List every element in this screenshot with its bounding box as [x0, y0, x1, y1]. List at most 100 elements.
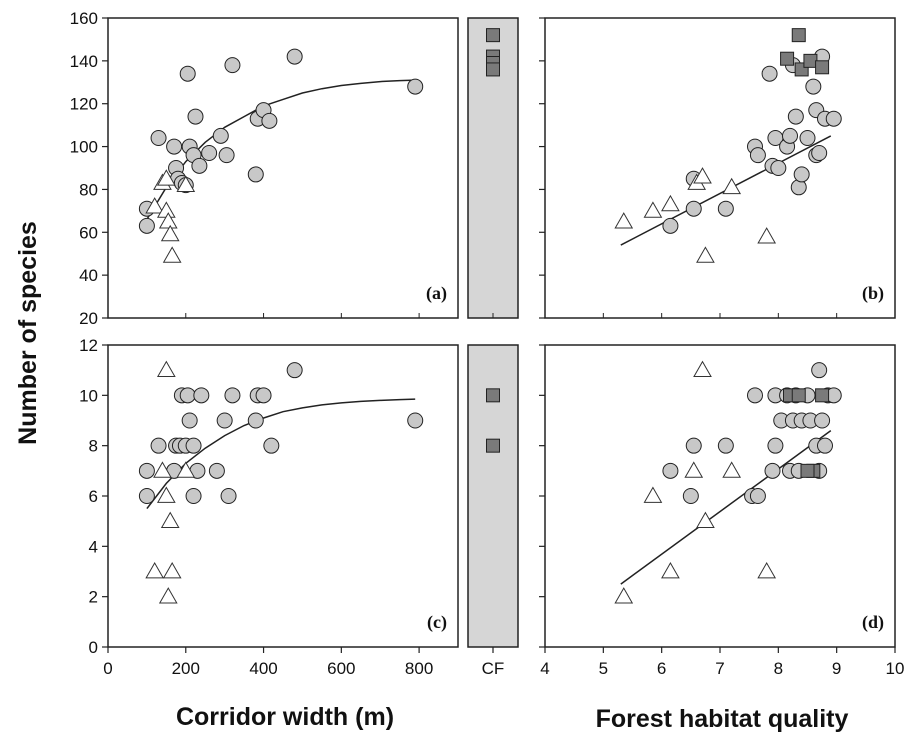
- data-point-circle: [286, 362, 303, 379]
- data-point-circle: [407, 78, 424, 95]
- x-tick-label-cf: CF: [482, 659, 505, 678]
- data-point-triangle: [156, 360, 176, 378]
- data-point-circle: [662, 462, 679, 479]
- data-point-square: [815, 60, 830, 75]
- data-point-circle: [662, 217, 679, 234]
- data-point-circle: [263, 437, 280, 454]
- data-point-circle: [793, 166, 810, 183]
- y-tick-label: 6: [89, 487, 98, 506]
- panel-label-d: (d): [862, 612, 884, 633]
- data-point-circle: [255, 387, 272, 404]
- y-tick-label: 12: [79, 336, 98, 355]
- data-point-circle: [805, 78, 822, 95]
- data-point-square: [486, 62, 500, 77]
- x-tick-label: 5: [599, 659, 608, 678]
- panel-label-a: (a): [426, 283, 447, 304]
- data-point-square: [815, 388, 830, 403]
- y-axis-label: Number of species: [14, 221, 42, 445]
- data-point-circle: [150, 437, 167, 454]
- panel-label-b: (b): [862, 283, 884, 304]
- data-point-circle: [224, 57, 241, 74]
- data-point-circle: [218, 147, 235, 164]
- panel-d-frame: [544, 344, 896, 648]
- data-point-triangle: [176, 461, 196, 478]
- data-point-circle: [185, 488, 202, 504]
- data-point-triangle: [162, 561, 182, 579]
- fit-line: [620, 429, 832, 585]
- x-tick-label: 9: [832, 659, 841, 678]
- x-axis-label-left: Corridor width (m): [176, 703, 394, 731]
- data-point-circle: [747, 387, 763, 404]
- data-point-triangle: [684, 461, 704, 478]
- data-point-triangle: [156, 486, 176, 503]
- y-tick-label: 140: [70, 52, 98, 71]
- data-point-circle: [817, 437, 833, 454]
- data-point-circle: [138, 462, 155, 479]
- data-point-triangle: [160, 224, 180, 242]
- data-point-circle: [685, 200, 702, 217]
- data-point-triangle: [693, 360, 712, 378]
- data-point-triangle: [643, 486, 663, 503]
- data-point-circle: [749, 147, 766, 164]
- data-point-circle: [181, 412, 198, 429]
- data-point-square: [486, 388, 500, 403]
- data-point-circle: [138, 217, 155, 234]
- data-point-triangle: [693, 167, 712, 184]
- data-point-triangle: [722, 461, 742, 478]
- x-tick-label: 400: [249, 659, 277, 678]
- x-tick-label: 0: [103, 659, 112, 678]
- data-point-circle: [767, 437, 784, 454]
- y-tick-label: 100: [70, 138, 98, 157]
- data-point-triangle: [722, 177, 742, 195]
- y-tick-label: 10: [79, 386, 98, 405]
- data-point-triangle: [696, 246, 715, 263]
- data-point-circle: [216, 412, 233, 429]
- x-tick-label: 4: [540, 659, 549, 678]
- data-point-square: [486, 28, 500, 43]
- y-tick-label: 8: [89, 437, 98, 456]
- y-tick-label: 60: [79, 223, 98, 242]
- data-point-circle: [685, 437, 702, 454]
- data-point-triangle: [160, 511, 180, 529]
- data-point-circle: [150, 130, 167, 146]
- data-point-circle: [770, 160, 787, 176]
- x-tick-label: 8: [774, 659, 783, 678]
- data-point-circle: [208, 462, 225, 479]
- fit-line: [146, 398, 416, 510]
- data-point-circle: [179, 387, 196, 404]
- data-point-circle: [166, 138, 183, 155]
- data-point-circle: [247, 412, 264, 429]
- data-point-circle: [787, 108, 804, 125]
- data-point-circle: [179, 65, 196, 82]
- data-point-circle: [814, 412, 831, 429]
- data-point-circle: [191, 157, 208, 174]
- data-point-square: [780, 51, 795, 66]
- y-tick-label: 40: [79, 266, 98, 285]
- data-point-circle: [187, 108, 204, 125]
- data-point-circle: [138, 488, 155, 504]
- data-point-triangle: [153, 461, 172, 478]
- data-point-circle: [193, 387, 210, 404]
- panel-label-c: (c): [427, 612, 447, 633]
- data-point-triangle: [145, 561, 165, 579]
- x-tick-label: 10: [886, 659, 905, 678]
- y-tick-label: 160: [70, 9, 98, 28]
- data-point-circle: [799, 130, 816, 146]
- data-point-triangle: [696, 511, 715, 529]
- y-tick-label: 0: [89, 638, 98, 657]
- y-tick-label: 80: [79, 180, 98, 199]
- data-point-square: [791, 388, 806, 403]
- data-point-square: [486, 438, 500, 453]
- data-point-circle: [811, 145, 828, 161]
- data-point-triangle: [661, 194, 680, 212]
- x-tick-label: 6: [657, 659, 666, 678]
- data-point-circle: [247, 166, 264, 183]
- data-point-circle: [717, 200, 734, 217]
- data-point-circle: [749, 488, 766, 504]
- data-point-circle: [717, 437, 734, 454]
- data-point-square: [791, 28, 806, 43]
- data-point-triangle: [158, 587, 178, 604]
- data-point-circle: [224, 387, 241, 404]
